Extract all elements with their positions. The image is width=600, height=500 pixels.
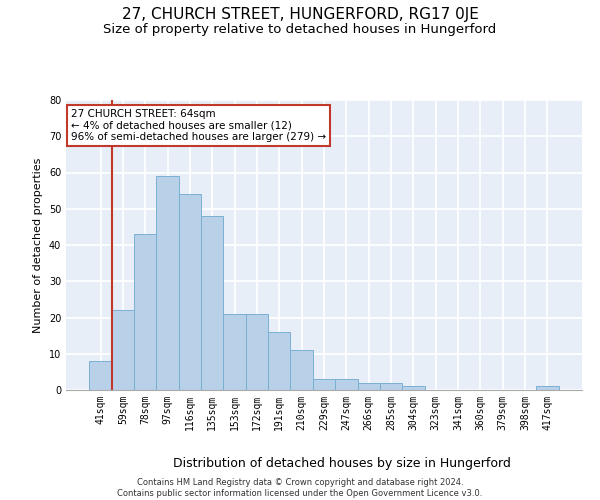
Bar — [335, 379, 358, 390]
Bar — [358, 383, 380, 390]
Bar — [380, 383, 402, 390]
Bar — [536, 386, 559, 390]
Bar — [223, 314, 246, 390]
Bar — [112, 310, 134, 390]
Bar — [246, 314, 268, 390]
Bar — [402, 386, 425, 390]
Bar — [201, 216, 223, 390]
Bar — [268, 332, 290, 390]
Bar — [89, 361, 112, 390]
Text: Contains HM Land Registry data © Crown copyright and database right 2024.
Contai: Contains HM Land Registry data © Crown c… — [118, 478, 482, 498]
Bar — [179, 194, 201, 390]
Text: Size of property relative to detached houses in Hungerford: Size of property relative to detached ho… — [103, 22, 497, 36]
Bar — [290, 350, 313, 390]
Bar — [134, 234, 157, 390]
Text: Distribution of detached houses by size in Hungerford: Distribution of detached houses by size … — [173, 458, 511, 470]
Y-axis label: Number of detached properties: Number of detached properties — [33, 158, 43, 332]
Text: 27, CHURCH STREET, HUNGERFORD, RG17 0JE: 27, CHURCH STREET, HUNGERFORD, RG17 0JE — [122, 8, 478, 22]
Bar — [313, 379, 335, 390]
Bar — [157, 176, 179, 390]
Text: 27 CHURCH STREET: 64sqm
← 4% of detached houses are smaller (12)
96% of semi-det: 27 CHURCH STREET: 64sqm ← 4% of detached… — [71, 108, 326, 142]
